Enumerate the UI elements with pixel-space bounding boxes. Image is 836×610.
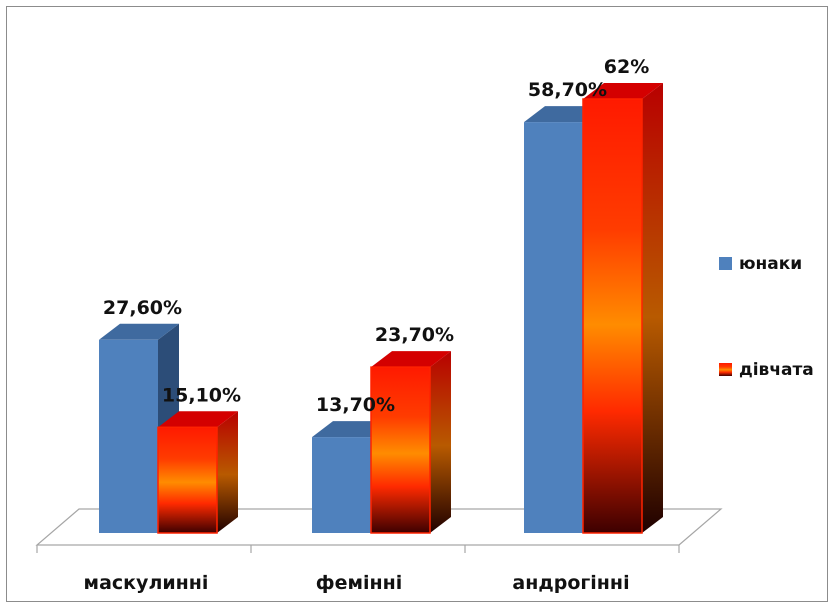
value-label: 58,70%: [528, 79, 607, 101]
legend-label: дівчата: [739, 360, 814, 380]
bar-chart: 27,60% 15,10% маскулинні 13,70% 23,70% фемінн…: [35, 56, 814, 594]
value-label: 13,70%: [316, 394, 395, 416]
bar-boys-0: [99, 323, 179, 533]
category-label: фемінні: [316, 572, 403, 594]
legend-item-boys: юнаки: [719, 254, 802, 274]
bar-girls-0: [157, 411, 238, 534]
legend-label: юнаки: [739, 254, 802, 274]
value-label: 23,70%: [375, 324, 454, 346]
category-label: маскулинні: [84, 572, 209, 594]
value-label: 15,10%: [162, 384, 241, 406]
value-label: 27,60%: [103, 297, 182, 319]
value-label: 62%: [604, 56, 649, 78]
legend-item-girls: дівчата: [719, 360, 814, 380]
legend-swatch: [719, 257, 732, 270]
bar-girls-2: [582, 83, 663, 534]
legend-swatch: [719, 363, 732, 376]
chart-frame: 27,60% 15,10% маскулинні 13,70% 23,70% фемінн…: [6, 6, 828, 602]
bar-girls-1: [370, 351, 451, 534]
category-label: андрогінні: [512, 572, 629, 594]
